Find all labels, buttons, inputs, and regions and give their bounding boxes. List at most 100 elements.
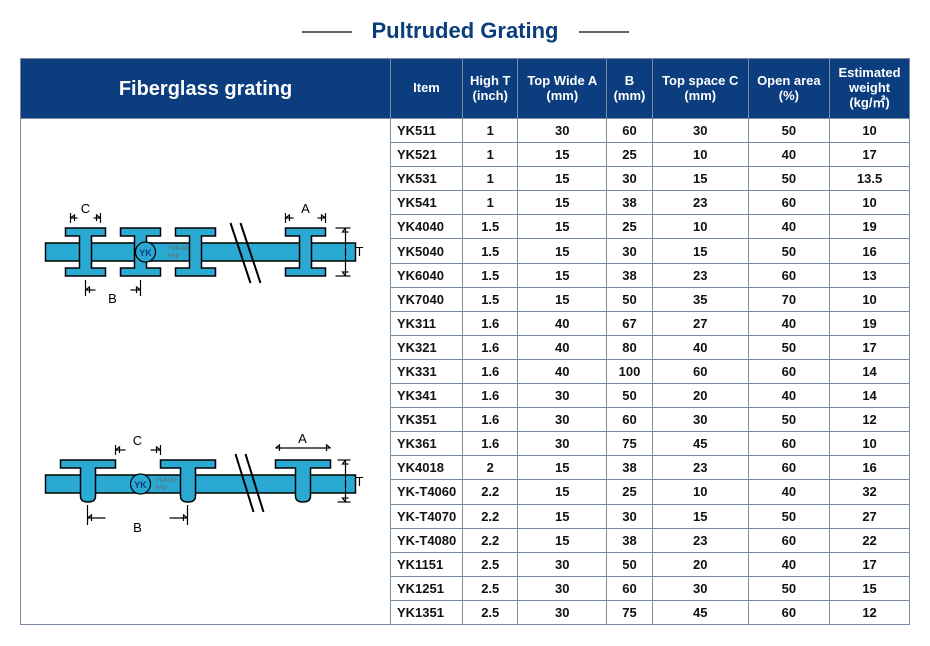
table-row: YK12512.53060305015 [391, 576, 910, 600]
logo-sub: YUKUO [168, 246, 190, 252]
logo-text: YK [139, 248, 152, 258]
col-weight: Estimatedweight(kg/㎡) [830, 59, 910, 119]
col-b: B(mm) [607, 59, 653, 119]
col-top-wide-a: Top Wide A(mm) [518, 59, 607, 119]
cell-value: 10 [830, 119, 910, 143]
cell-value: 15 [830, 576, 910, 600]
cell-item: YK511 [391, 119, 463, 143]
cell-value: 25 [607, 143, 653, 167]
cell-value: 50 [607, 552, 653, 576]
table-header-row: Item High T(inch) Top Wide A(mm) B(mm) T… [391, 59, 910, 119]
cell-item: YK361 [391, 432, 463, 456]
cell-value: 50 [748, 239, 829, 263]
cell-value: 15 [518, 143, 607, 167]
cell-value: 12 [830, 600, 910, 624]
cell-value: 10 [652, 215, 748, 239]
cell-value: 2.2 [463, 528, 518, 552]
cell-value: 20 [652, 384, 748, 408]
cell-value: 1 [463, 191, 518, 215]
col-item: Item [391, 59, 463, 119]
svg-text:YK: YK [134, 480, 147, 490]
cell-value: 60 [748, 600, 829, 624]
cell-value: 10 [830, 191, 910, 215]
cell-value: 60 [748, 432, 829, 456]
cell-value: 60 [607, 408, 653, 432]
cell-value: 1.5 [463, 287, 518, 311]
cell-value: 2.5 [463, 576, 518, 600]
cell-value: 25 [607, 480, 653, 504]
cell-value: 17 [830, 143, 910, 167]
cell-value: 19 [830, 311, 910, 335]
cell-item: YK1351 [391, 600, 463, 624]
table-row: YK-T40802.21538236022 [391, 528, 910, 552]
cell-item: YK531 [391, 167, 463, 191]
cell-value: 1.6 [463, 311, 518, 335]
cell-value: 50 [748, 408, 829, 432]
cell-value: 23 [652, 191, 748, 215]
cell-value: 40 [652, 335, 748, 359]
svg-text:C: C [133, 433, 142, 448]
cell-value: 15 [518, 456, 607, 480]
cell-value: 50 [748, 119, 829, 143]
cell-value: 38 [607, 456, 653, 480]
svg-text:A: A [298, 431, 307, 446]
cell-value: 20 [652, 552, 748, 576]
cell-value: 100 [607, 359, 653, 383]
cell-value: 40 [748, 143, 829, 167]
svg-text:YUKUO: YUKUO [156, 478, 178, 484]
cell-value: 15 [518, 504, 607, 528]
cell-value: 60 [748, 359, 829, 383]
table-row: YK3111.64067274019 [391, 311, 910, 335]
spec-table: Item High T(inch) Top Wide A(mm) B(mm) T… [390, 58, 910, 625]
col-top-space-c: Top space C(mm) [652, 59, 748, 119]
cell-value: 80 [607, 335, 653, 359]
cell-value: 1.5 [463, 263, 518, 287]
dim-t: T [356, 244, 364, 259]
dim-c: C [81, 201, 90, 216]
cell-value: 1 [463, 143, 518, 167]
cell-value: 12 [830, 408, 910, 432]
spec-table-wrap: Item High T(inch) Top Wide A(mm) B(mm) T… [390, 58, 910, 625]
cell-value: 30 [607, 239, 653, 263]
cell-value: 1.5 [463, 215, 518, 239]
cell-value: 32 [830, 480, 910, 504]
cell-value: 40 [518, 311, 607, 335]
dim-a: A [301, 201, 310, 216]
cell-value: 60 [748, 528, 829, 552]
dim-b: B [108, 291, 117, 306]
table-row: YK51113060305010 [391, 119, 910, 143]
cell-value: 45 [652, 600, 748, 624]
cell-item: YK321 [391, 335, 463, 359]
cell-value: 30 [518, 552, 607, 576]
cell-value: 23 [652, 456, 748, 480]
cell-value: 60 [748, 456, 829, 480]
table-row: YK54111538236010 [391, 191, 910, 215]
cell-value: 60 [748, 191, 829, 215]
left-panel: Fiberglass grating [20, 58, 390, 625]
cell-value: 15 [652, 167, 748, 191]
cell-value: 15 [518, 215, 607, 239]
cell-value: 27 [652, 311, 748, 335]
cell-value: 35 [652, 287, 748, 311]
cell-value: 30 [518, 408, 607, 432]
cell-value: 30 [607, 167, 653, 191]
cell-value: 30 [518, 384, 607, 408]
table-row: YK70401.51550357010 [391, 287, 910, 311]
col-open-area: Open area(%) [748, 59, 829, 119]
table-row: YK60401.51538236013 [391, 263, 910, 287]
cell-value: 40 [748, 552, 829, 576]
svg-text:FRP: FRP [168, 254, 180, 260]
cell-value: 2.5 [463, 552, 518, 576]
cell-value: 13 [830, 263, 910, 287]
cell-value: 38 [607, 528, 653, 552]
cell-value: 30 [652, 119, 748, 143]
page-title: Pultruded Grating [342, 18, 589, 44]
cell-value: 45 [652, 432, 748, 456]
cell-value: 15 [518, 263, 607, 287]
cell-value: 19 [830, 215, 910, 239]
cell-value: 1.6 [463, 432, 518, 456]
table-row: YK3311.640100606014 [391, 359, 910, 383]
diagram-1: YK YUKUO FRP C [33, 188, 378, 323]
cell-value: 22 [830, 528, 910, 552]
cell-item: YK-T4060 [391, 480, 463, 504]
